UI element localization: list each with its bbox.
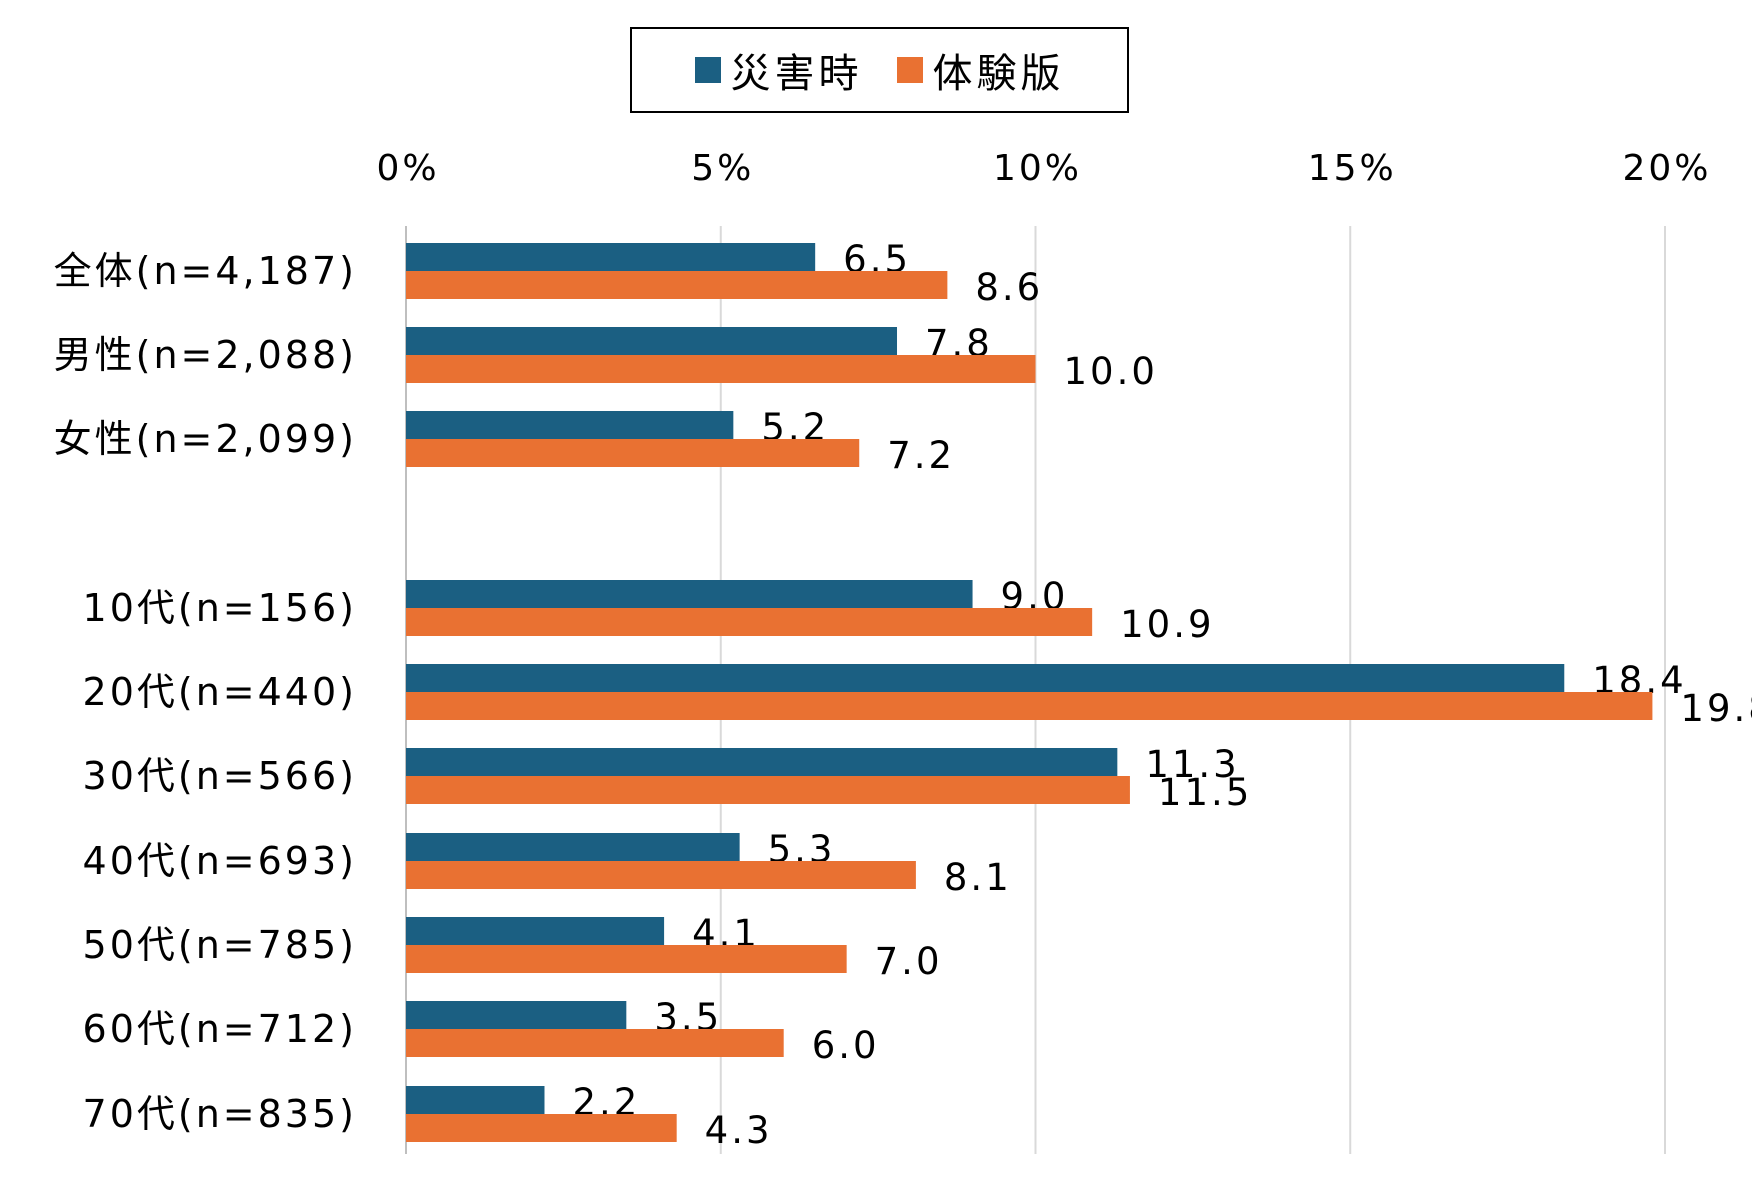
legend-item-series-1: 災害時 [694, 41, 863, 99]
bar-series-1 [406, 833, 740, 861]
data-label-series-2: 7.2 [887, 434, 955, 477]
x-tick-label: 5% [691, 148, 754, 189]
category-label: 10代(n=156) [83, 586, 357, 630]
bar-series-2 [406, 439, 860, 467]
bar-series-2 [406, 1114, 677, 1142]
bar-series-2 [406, 692, 1653, 720]
category-label: 70代(n=835) [83, 1092, 357, 1136]
bar-series-2 [406, 355, 1036, 383]
data-label-series-2: 11.5 [1158, 771, 1252, 814]
bar-series-1 [406, 327, 898, 355]
bar-series-1 [406, 1001, 627, 1029]
bar-series-1 [406, 1086, 545, 1114]
bar-series-2 [406, 945, 847, 973]
data-label-series-2: 8.6 [975, 266, 1043, 309]
category-label: 女性(n=2,099) [54, 417, 357, 461]
bar-series-1 [406, 917, 665, 945]
bar-series-2 [406, 271, 948, 299]
bar-series-1 [406, 243, 816, 271]
x-tick-label: 20% [1622, 148, 1711, 189]
bar-series-1 [406, 411, 734, 439]
x-tick-label: 0% [376, 148, 439, 189]
data-label-series-1: 11.3 [1145, 743, 1239, 786]
legend-label-series-2: 体験版 [932, 51, 1065, 97]
legend-label-series-1: 災害時 [730, 51, 863, 97]
category-label: 50代(n=785) [83, 923, 357, 967]
bar-series-2 [406, 608, 1093, 636]
category-label: 男性(n=2,088) [54, 333, 357, 377]
legend-item-series-2: 体験版 [896, 41, 1065, 99]
category-label: 60代(n=712) [83, 1007, 357, 1051]
data-label-series-2: 10.9 [1120, 603, 1214, 646]
data-label-series-2: 19.8 [1680, 687, 1752, 730]
data-label-series-2: 4.3 [705, 1109, 773, 1152]
category-label: 20代(n=440) [83, 670, 357, 714]
bar-series-2 [406, 861, 916, 889]
category-label: 30代(n=566) [83, 754, 357, 798]
data-label-series-2: 10.0 [1064, 350, 1158, 393]
data-label-series-2: 7.0 [875, 940, 943, 983]
legend-swatch-series-2 [896, 57, 923, 83]
category-label: 全体(n=4,187) [54, 249, 357, 293]
x-tick-label: 15% [1308, 148, 1397, 189]
category-label: 40代(n=693) [83, 839, 357, 883]
bar-series-2 [406, 776, 1130, 804]
x-tick-label: 10% [993, 148, 1082, 189]
data-label-series-2: 8.1 [944, 856, 1012, 899]
legend-swatch-series-1 [694, 57, 721, 83]
bar-series-2 [406, 1029, 784, 1057]
data-label-series-2: 6.0 [812, 1024, 880, 1067]
legend: 災害時 体験版 [630, 27, 1129, 113]
bar-series-1 [406, 580, 973, 608]
bar-series-1 [406, 664, 1565, 692]
bar-series-1 [406, 748, 1118, 776]
